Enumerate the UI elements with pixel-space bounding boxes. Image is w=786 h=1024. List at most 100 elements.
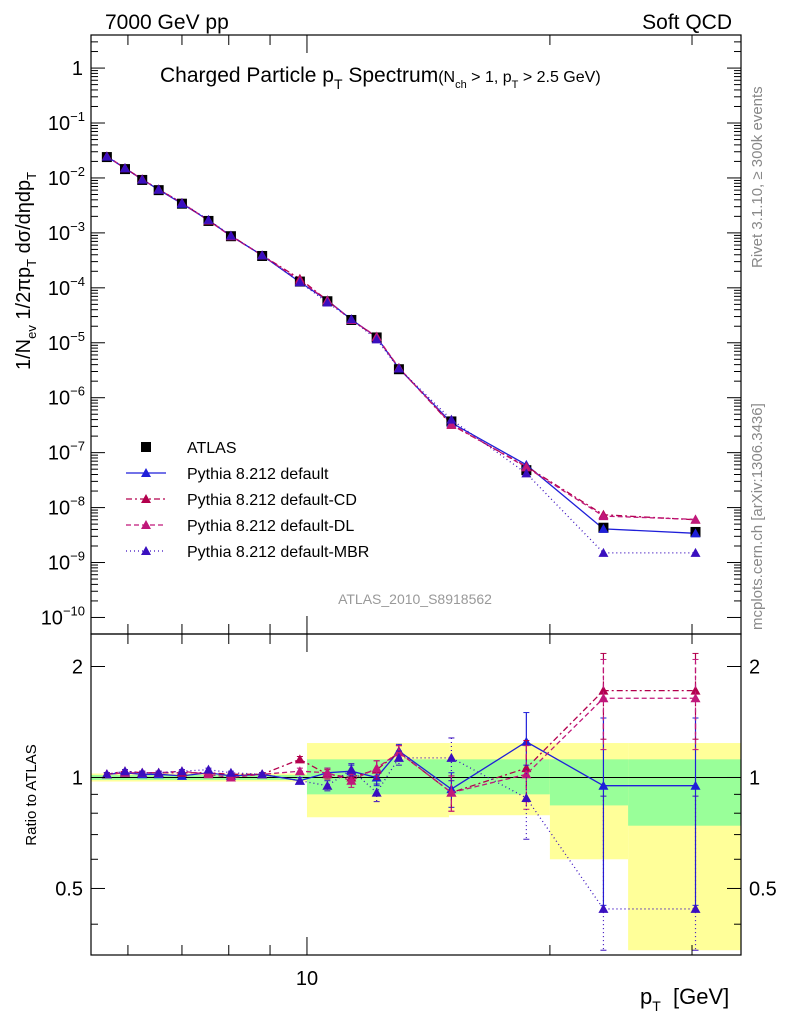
y-tick-exponent: −2: [70, 164, 85, 179]
ratio-point: [203, 764, 214, 774]
ratio-point: [598, 693, 609, 703]
y-tick-label: 10−9: [48, 549, 85, 575]
legend-entry: Pythia 8.212 default: [126, 466, 329, 483]
data-point-mc: [598, 523, 609, 533]
title-main-rest: Spectrum: [343, 64, 439, 87]
data-point-mc: [346, 314, 357, 324]
y-tick-base: 10: [48, 498, 70, 520]
ratio-point: [225, 772, 236, 782]
data-point-mc: [257, 250, 268, 260]
ratio-point: [521, 763, 532, 773]
ylabel-part-4: T: [24, 259, 39, 267]
ratio-point: [294, 766, 305, 776]
ratio-point: [176, 766, 187, 776]
plot-title: Charged Particle pT Spectrum(Nch > 1, pT…: [160, 64, 601, 92]
data-point-mc: [371, 334, 382, 344]
xlabel-main: p: [640, 984, 652, 1009]
ylabel-part-5: dσ/dηdp: [13, 180, 35, 259]
data-point-mc: [101, 151, 112, 161]
legend-marker: [141, 494, 151, 503]
data-point-mc: [225, 230, 236, 240]
ratio-point: [393, 752, 404, 762]
ratio-point: [371, 787, 382, 797]
y-tick-base: 10: [48, 113, 70, 135]
ratio-point: [225, 767, 236, 777]
y-tick-label: 10−3: [48, 219, 85, 245]
ratio-point: [598, 685, 609, 695]
ratio-point: [203, 769, 214, 779]
y-tick-exponent: −3: [70, 219, 85, 234]
ratio-y-tick-label-left: 2: [72, 656, 83, 678]
energy-label: 7000 GeV pp: [105, 11, 229, 34]
y-tick-exponent: −8: [70, 494, 85, 509]
ratio-point: [257, 769, 268, 779]
y-tick-label: 10−8: [48, 494, 85, 520]
y-tick-label: 10−6: [48, 384, 85, 410]
y-tick-base: 10: [48, 333, 70, 355]
mcplots-label: mcplots.cern.ch [arXiv:1306.3436]: [749, 403, 766, 630]
xlabel-rest: [GeV]: [661, 984, 729, 1009]
data-point-mc: [153, 184, 164, 194]
ratio-y-tick-label-right: 0.5: [749, 878, 777, 900]
analysis-id: ATLAS_2010_S8918562: [338, 591, 492, 607]
title-cut-2-sub: T: [512, 79, 519, 91]
ylabel-part-1: 1/N: [13, 339, 35, 370]
y-tick-label: 10−10: [41, 603, 85, 629]
y-tick-label: 10−7: [48, 439, 85, 465]
ratio-bands: [91, 743, 741, 951]
x-axis-label: pT [GeV]: [640, 984, 729, 1014]
y-tick-base: 10: [48, 388, 70, 410]
ratio-point: [294, 775, 305, 785]
title-main-sub: T: [334, 76, 343, 92]
y-tick-base: 10: [48, 278, 70, 300]
stat-uncertainty-band: [549, 759, 629, 806]
legend-marker: [141, 442, 151, 452]
ratio-point: [598, 780, 609, 790]
data-point-mc: [322, 297, 333, 307]
ratio-point: [371, 763, 382, 773]
ratio-point: [690, 780, 701, 790]
ratio-y-tick-label-left: 1: [72, 767, 83, 789]
ratio-point: [294, 754, 305, 764]
data-point-mc: [598, 511, 609, 521]
data-point-mc: [690, 528, 701, 538]
data-point-mc: [137, 174, 148, 184]
y-tick-exponent: −4: [70, 274, 85, 289]
ratio-point: [521, 792, 532, 802]
legend-label: ATLAS: [187, 440, 237, 457]
series-line: [106, 155, 696, 521]
y-tick-label: 10−5: [48, 329, 85, 355]
ratio-point: [119, 766, 130, 776]
ratio-point: [322, 780, 333, 790]
y-tick-exponent: −5: [70, 329, 85, 344]
ratio-ylabel: Ratio to ATLAS: [23, 744, 40, 845]
ratio-point: [690, 693, 701, 703]
ratio-y-tick-label-right: 1: [749, 767, 760, 789]
legend-marker: [141, 468, 151, 477]
xlabel-sub: T: [652, 998, 661, 1014]
data-point-mc: [393, 363, 404, 373]
data-point-mc: [176, 198, 187, 208]
ratio-point: [446, 787, 457, 797]
legend-marker: [141, 520, 151, 529]
data-point-mc: [446, 419, 457, 429]
y-tick-base: 10: [48, 168, 70, 190]
y-tick-base: 10: [48, 223, 70, 245]
ratio-point: [346, 775, 357, 785]
data-point-mc: [690, 514, 701, 524]
ratio-panel: [101, 652, 701, 951]
ratio-y-tick-label-left: 0.5: [55, 878, 83, 900]
main-ylabel: 1/Nev 1/2πpT dσ/dηdpT: [13, 172, 39, 370]
process-label: Soft QCD: [642, 11, 732, 34]
title-cut-1: (N: [438, 69, 455, 86]
ratio-y-tick-label-right: 2: [749, 656, 760, 678]
y-tick-exponent: −6: [70, 384, 85, 399]
data-point-mc: [446, 414, 457, 424]
title-cut-1-sub: ch: [455, 79, 467, 91]
legend-entry: Pythia 8.212 default-CD: [126, 492, 357, 509]
ratio-point: [446, 752, 457, 762]
data-point-mc: [203, 214, 214, 224]
data-point-mc: [521, 462, 532, 472]
data-point-mc: [690, 547, 701, 557]
